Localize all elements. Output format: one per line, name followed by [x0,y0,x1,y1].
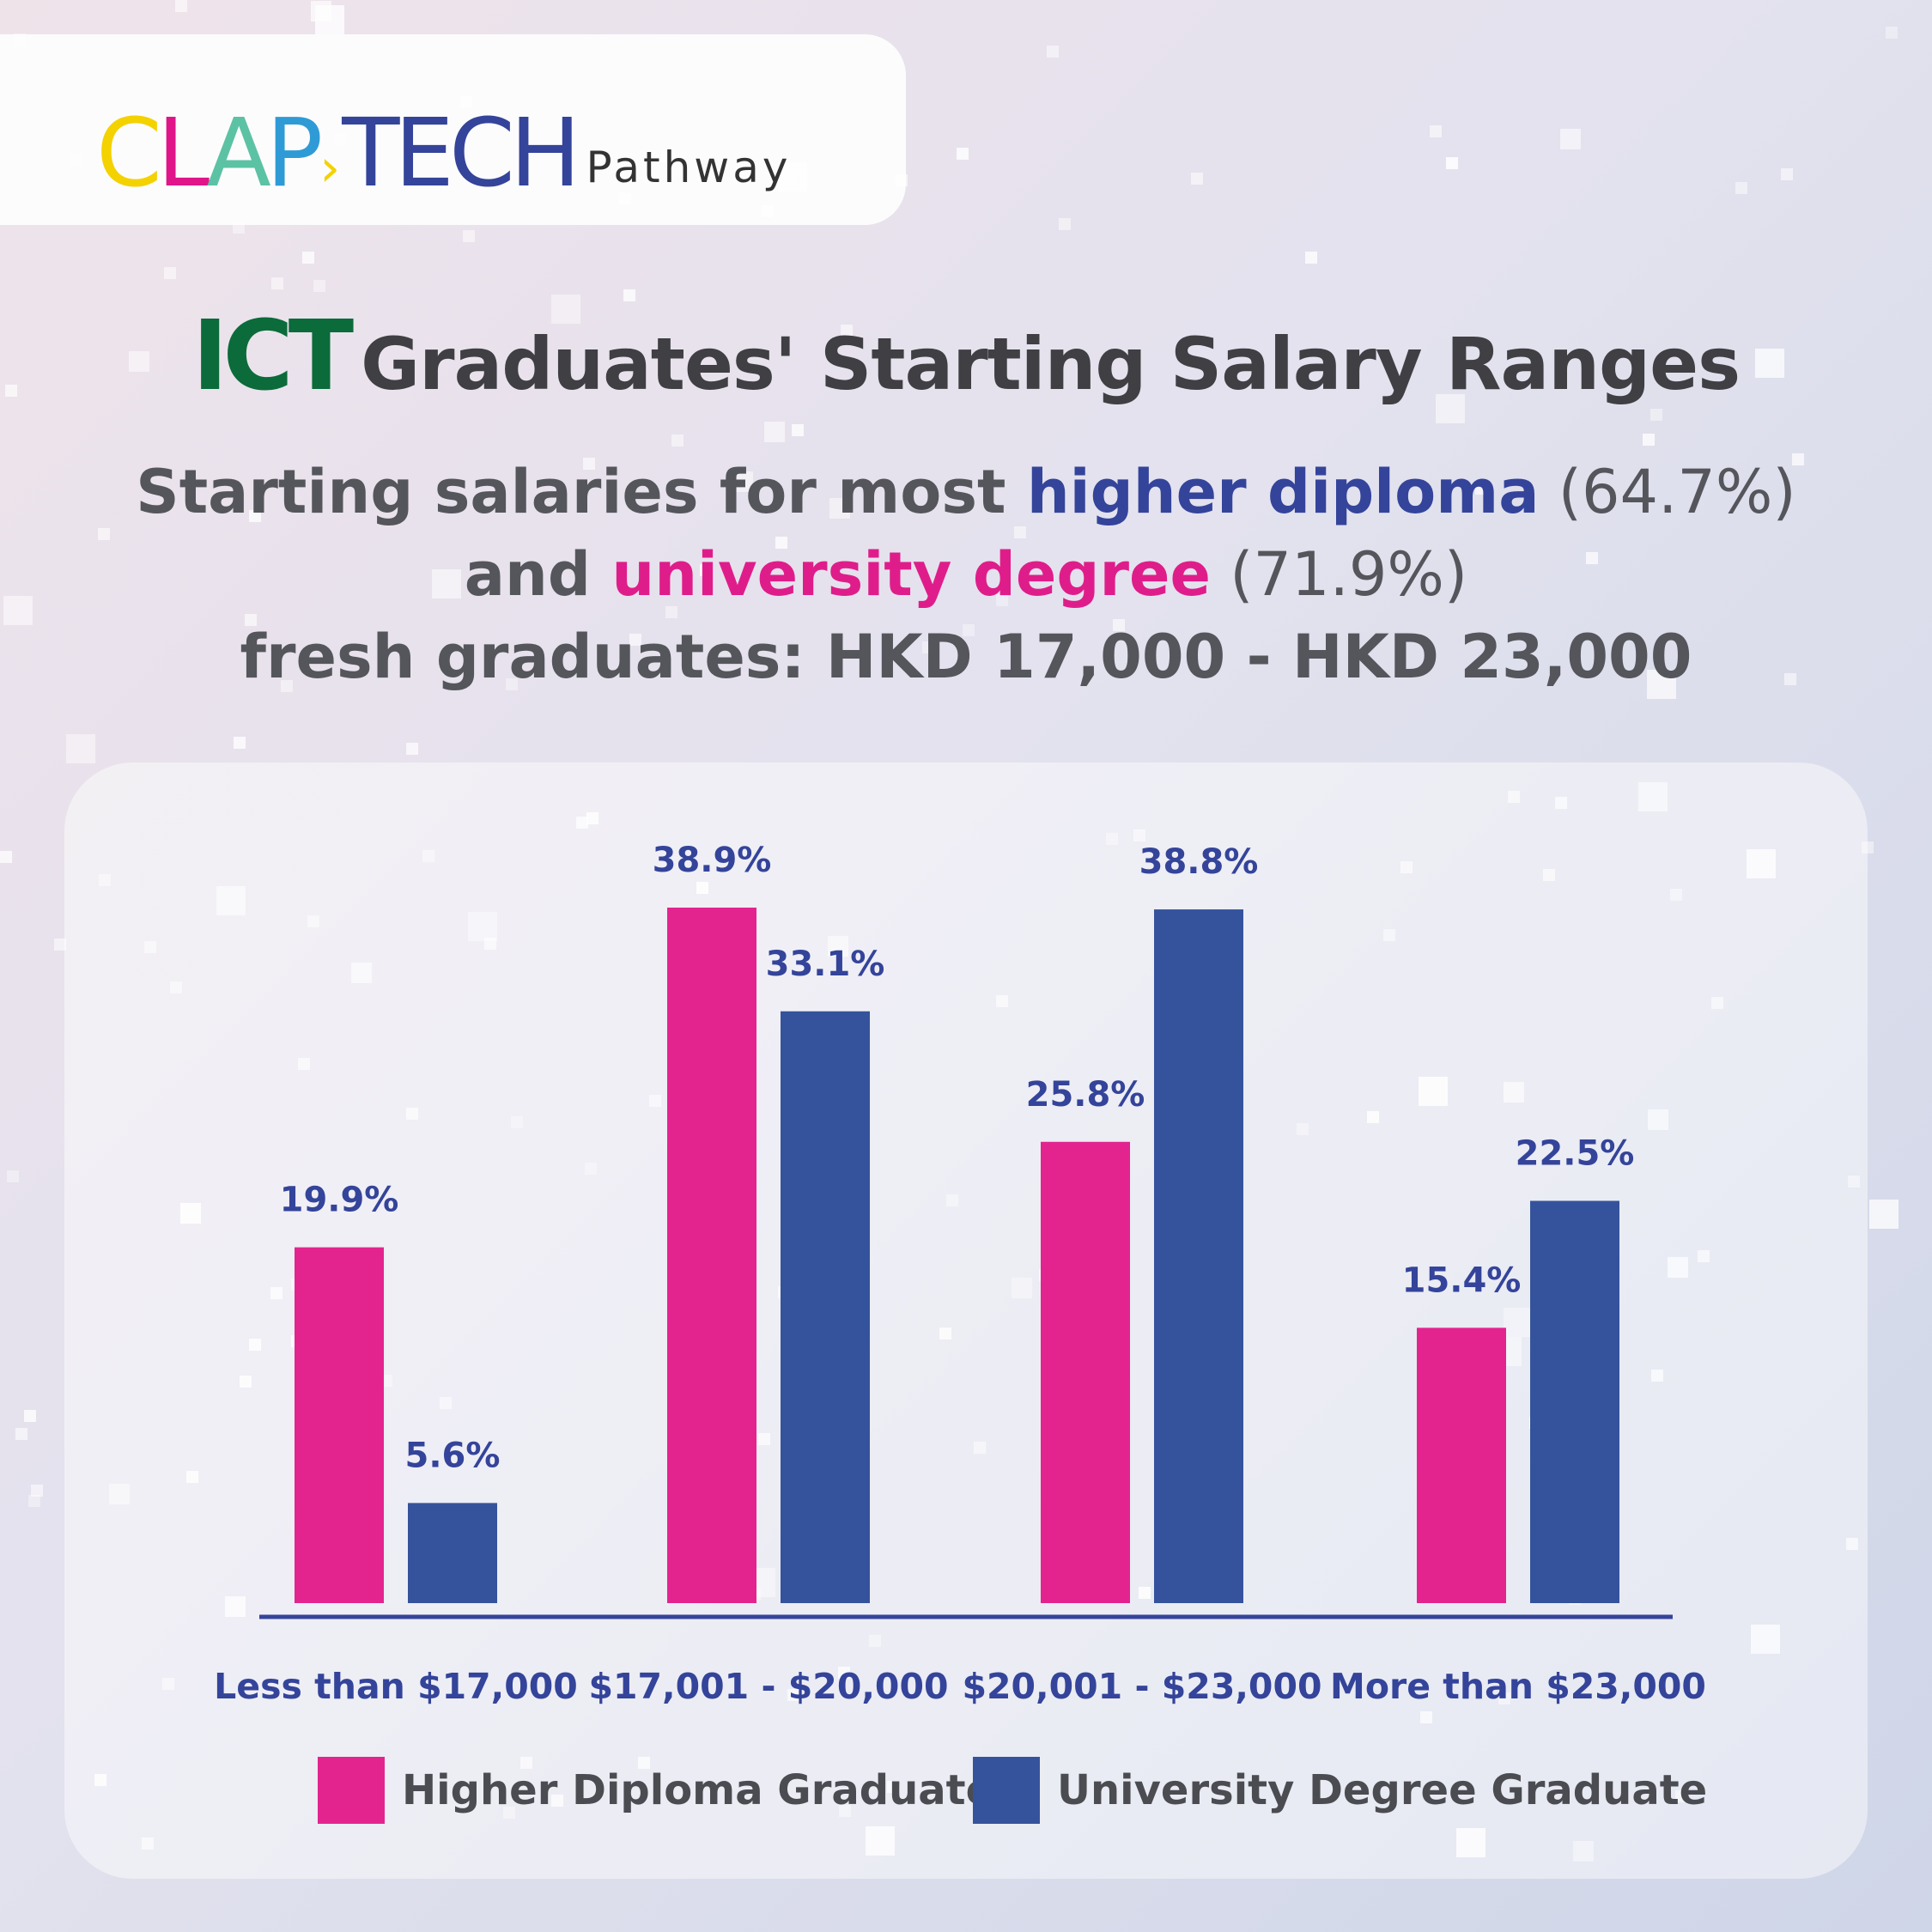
subtitle-line-1: Starting salaries for most higher diplom… [0,451,1932,533]
page-title: ICT Graduates' Starting Salary Ranges [0,301,1932,412]
subtitle-text: Starting salaries for most [136,457,1027,527]
logo-card: CLAP›TECH Pathway [0,34,906,225]
subtitle: Starting salaries for most higher diplom… [0,451,1932,698]
logo-arrow: › [319,138,341,198]
logo-wordmark: CLAP›TECH [96,98,581,208]
bar-higher-diploma [295,1247,384,1603]
data-label-higher-diploma: 15.4% [1402,1261,1522,1300]
legend-label-university-degree: University Degree Graduate [1057,1766,1708,1814]
data-label-university-degree: 22.5% [1516,1133,1635,1173]
higher-diploma-highlight: higher diploma [1026,457,1540,527]
category-label: $20,001 - $23,000 [962,1666,1321,1707]
logo-tagline: Pathway [586,143,792,192]
bar-higher-diploma [667,908,756,1603]
category-label: $17,001 - $20,000 [588,1666,948,1707]
logo-letter: L [156,98,212,208]
title-text: Graduates' Starting Salary Ranges [361,322,1741,406]
university-degree-percent: (71.9%) [1210,539,1468,610]
data-label-university-degree: 38.8% [1139,842,1259,882]
logo-letter: E [394,98,453,208]
legend-label-higher-diploma: Higher Diploma Graduate [402,1766,994,1814]
data-label-higher-diploma: 38.9% [653,841,772,880]
category-label: More than $23,000 [1330,1666,1706,1707]
bar-university-degree [781,1011,870,1603]
logo-letter: P [265,98,323,208]
legend-swatch-university-degree [973,1757,1040,1824]
subtitle-line-3: fresh graduates: HKD 17,000 - HKD 23,000 [240,622,1692,692]
bar-university-degree [1530,1200,1619,1603]
logo-letter: H [509,98,581,208]
bar-higher-diploma [1417,1327,1506,1603]
logo-letter: C [448,98,515,208]
data-label-university-degree: 33.1% [766,945,885,984]
legend-swatch-higher-diploma [318,1757,385,1824]
university-degree-highlight: university degree [611,539,1211,610]
category-label: Less than $17,000 [214,1666,578,1707]
claptech-logo: CLAP›TECH Pathway [96,101,791,204]
legend-item-higher-diploma: Higher Diploma Graduate [318,1756,993,1825]
bar-university-degree [1154,909,1243,1603]
subtitle-line-2: and university degree (71.9%) [0,533,1932,616]
logo-letter: A [206,98,271,208]
higher-diploma-percent: (64.7%) [1539,457,1796,527]
data-label-university-degree: 5.6% [405,1436,501,1475]
data-label-higher-diploma: 19.9% [280,1181,399,1220]
bar-higher-diploma [1041,1141,1130,1603]
subtitle-text: and [464,539,612,610]
data-label-higher-diploma: 25.8% [1026,1075,1145,1115]
legend-item-university-degree: University Degree Graduate [973,1756,1707,1825]
logo-letter: C [96,98,162,208]
logo-letter: T [342,98,399,208]
bar-university-degree [408,1503,497,1603]
title-emphasis: ICT [191,301,354,412]
